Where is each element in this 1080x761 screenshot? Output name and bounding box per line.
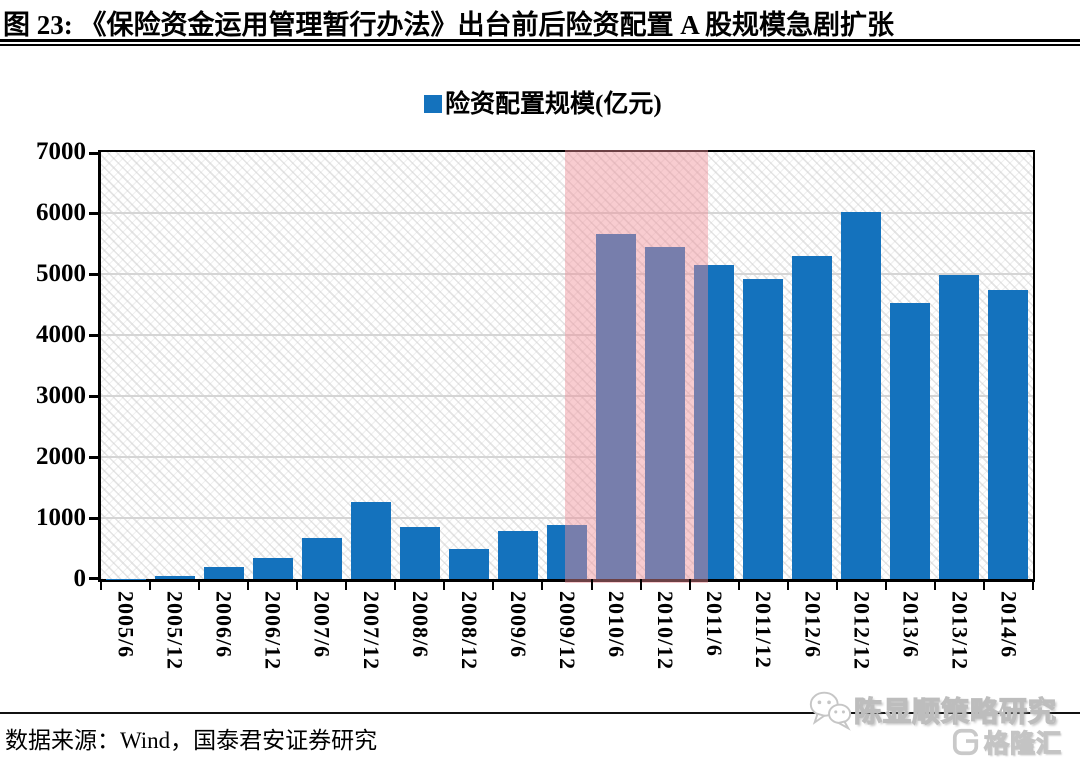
data-source: 数据来源：Wind，国泰君安证券研究 [5, 728, 378, 753]
x-axis-tick-13 [737, 579, 740, 590]
y-axis-label-1000: 1000 [36, 504, 86, 531]
title-divider [0, 39, 1080, 46]
gridline-2000 [101, 456, 1033, 458]
bar-2010-12 [645, 246, 686, 579]
y-axis-tick-4000 [89, 334, 98, 337]
bar-2007-6 [301, 537, 342, 579]
x-axis-tick-19 [1032, 579, 1034, 590]
bar-2008-12 [448, 549, 489, 579]
y-axis-tick-0 [89, 577, 98, 580]
y-axis-tick-6000 [89, 212, 98, 215]
x-axis-label-2010-12: 2010/12 [653, 591, 679, 671]
legend-label: 险资配置规模(亿元) [445, 91, 662, 118]
bar-2011-6 [694, 264, 735, 579]
footer-divider [0, 712, 1080, 714]
x-axis-tick-2 [198, 579, 201, 590]
x-axis-label-2009-12: 2009/12 [555, 591, 580, 671]
x-axis-label-2007-6: 2007/6 [309, 591, 335, 659]
x-axis-label-2005-6: 2005/6 [113, 591, 139, 659]
gelonghui-g-icon [952, 728, 979, 756]
bar-2006-6 [203, 567, 244, 579]
gridline-5000 [101, 273, 1033, 275]
x-axis-label-2013-6: 2013/6 [898, 591, 924, 659]
x-axis-tick-6 [394, 579, 397, 590]
bar-2006-12 [252, 558, 293, 579]
y-axis-tick-2000 [89, 456, 98, 459]
y-axis-label-4000: 4000 [36, 321, 86, 348]
bar-2012-6 [792, 255, 833, 579]
watermark: 陈显顺策略研究 格隆汇 [800, 682, 1080, 761]
y-axis-label-6000: 6000 [36, 199, 86, 226]
x-axis-tick-8 [492, 579, 495, 590]
x-axis-tick-11 [639, 579, 642, 590]
x-axis-label-2014-6: 2014/6 [996, 591, 1022, 659]
y-axis-label-0: 0 [73, 565, 87, 592]
gridline-3000 [101, 395, 1033, 397]
legend-marker-icon [424, 94, 442, 113]
x-axis-label-2010-6: 2010/6 [604, 591, 630, 659]
x-axis-label-2009-6: 2009/6 [505, 591, 531, 659]
y-axis-tick-3000 [89, 395, 98, 398]
x-axis-tick-14 [786, 579, 789, 590]
bar-2009-12 [547, 524, 587, 579]
x-axis-tick-18 [982, 579, 985, 590]
y-axis-label-3000: 3000 [36, 382, 86, 409]
x-axis-tick-4 [296, 579, 299, 590]
gridline-1000 [101, 517, 1033, 519]
bar-2005-12 [154, 576, 195, 579]
gelonghui-logo: 格隆汇 [952, 724, 1062, 760]
x-axis-tick-9 [541, 579, 544, 590]
x-axis-tick-1 [149, 579, 152, 590]
x-axis-label-2007-12: 2007/12 [358, 591, 384, 671]
watermark-text: 陈显顺策略研究 [853, 695, 1058, 727]
x-axis-tick-3 [247, 579, 250, 590]
y-axis-label-2000: 2000 [36, 443, 86, 470]
x-axis-label-2005-12: 2005/12 [162, 591, 188, 671]
bar-2009-6 [497, 530, 538, 579]
y-axis-tick-5000 [89, 273, 98, 276]
x-axis-label-2006-6: 2006/6 [211, 591, 237, 659]
bar-2011-12 [743, 278, 784, 579]
wechat-icon [809, 691, 852, 731]
x-axis-label-2006-12: 2006/12 [260, 591, 286, 671]
x-axis-label-2012-12: 2012/12 [849, 591, 875, 671]
x-axis-label-2013-12: 2013/12 [947, 591, 973, 671]
x-axis-tick-10 [590, 579, 593, 590]
x-axis-tick-7 [443, 579, 446, 590]
x-axis-label-2008-6: 2008/6 [407, 591, 433, 659]
x-axis-label-2011-12: 2011/12 [751, 591, 777, 669]
y-axis-label-7000: 7000 [36, 138, 86, 165]
x-axis-tick-16 [884, 579, 887, 590]
x-axis-tick-12 [688, 579, 691, 590]
x-axis-tick-5 [345, 579, 348, 590]
bar-2008-6 [399, 527, 440, 579]
bar-2012-12 [841, 212, 882, 579]
figure-title: 图 23: 《保险资金运用管理暂行办法》出台前后险资配置 A 股规模急剧扩张 [3, 10, 894, 40]
y-axis-tick-1000 [89, 517, 98, 520]
x-axis-label-2012-6: 2012/6 [800, 591, 826, 659]
x-axis-label-2008-12: 2008/12 [456, 591, 482, 671]
x-axis-tick-0 [100, 579, 102, 590]
y-axis-tick-7000 [89, 152, 98, 155]
gridline-4000 [101, 334, 1033, 336]
gelonghui-logo-text: 格隆汇 [983, 729, 1063, 758]
bar-2010-6 [596, 234, 637, 579]
x-axis-tick-17 [933, 579, 936, 590]
bar-2007-12 [350, 501, 391, 579]
x-axis-label-2011-6: 2011/6 [702, 591, 728, 657]
chart-legend: 险资配置规模(亿元) [424, 84, 662, 120]
bar-2013-6 [890, 302, 931, 579]
x-axis-tick-15 [835, 579, 838, 590]
bar-2013-12 [939, 275, 980, 579]
bar-2014-6 [988, 290, 1029, 579]
plot-area: 0 1000 2000 3000 4000 5000 6000 7000 2005/6 2005/… [36, 138, 1035, 670]
y-axis-label-5000: 5000 [36, 260, 86, 287]
gridline-6000 [101, 212, 1033, 214]
